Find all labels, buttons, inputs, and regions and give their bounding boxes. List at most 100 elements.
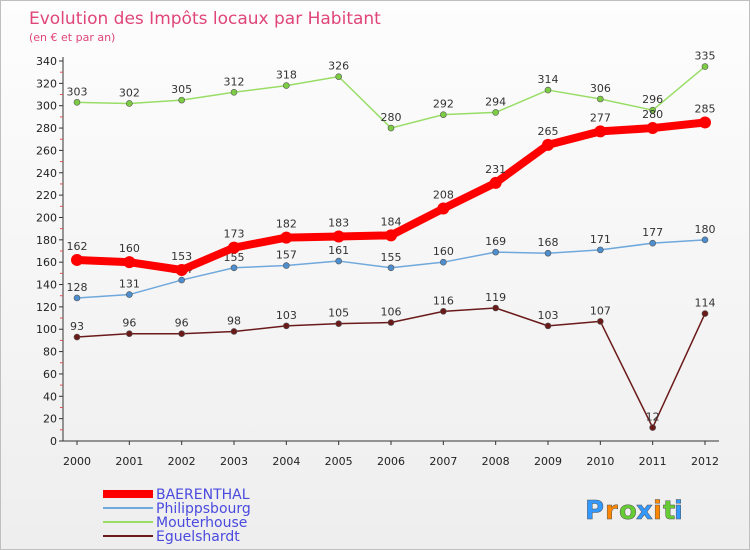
data-label-eguelshardt: 107 [590,304,611,317]
y-tick-label: 320 [36,77,57,90]
data-label-mouterhouse: 296 [642,93,663,106]
data-label-baerenthal: 265 [538,125,559,138]
data-point-mouterhouse [597,95,604,103]
data-label-baerenthal: 184 [381,215,402,228]
data-label-philippsbourg: 128 [67,281,88,294]
logo-letter: i [653,496,662,526]
legend-label-baerenthal: BAERENTHAL [156,487,250,503]
data-point-mouterhouse [701,63,709,70]
data-label-philippsbourg: 177 [642,226,663,239]
y-tick-label: 220 [36,189,57,202]
data-point-eguelshardt [597,318,604,325]
data-label-philippsbourg: 160 [433,245,454,258]
legend-label-mouterhouse: Mouterhouse [156,515,247,531]
data-label-eguelshardt: 116 [433,294,454,307]
data-label-baerenthal: 285 [695,102,716,115]
data-point-baerenthal [699,116,711,129]
data-point-eguelshardt [230,328,238,335]
y-tick-label: 240 [36,167,57,180]
data-label-mouterhouse: 318 [276,69,297,82]
x-tick-label: 2001 [115,455,143,468]
y-tick-label: 180 [36,234,57,247]
logo-letter: t [663,496,675,526]
data-point-philippsbourg [387,264,395,272]
data-label-mouterhouse: 314 [538,73,559,86]
data-point-eguelshardt [283,322,290,330]
data-label-philippsbourg: 168 [538,236,559,249]
data-point-baerenthal [594,125,607,138]
series-baerenthal: 162 160 153 173 182 183 184 208 231 265 277 280 285 [67,102,716,276]
logo-letter: r [605,496,618,526]
y-tick-label: 160 [36,256,57,269]
data-label-baerenthal: 153 [171,250,192,263]
data-point-baerenthal [228,241,240,254]
y-tick-label: 140 [36,279,57,292]
data-point-baerenthal [332,230,345,243]
data-label-eguelshardt: 106 [381,306,402,319]
data-point-philippsbourg [230,264,238,272]
data-label-eguelshardt: 93 [70,320,84,333]
data-label-mouterhouse: 305 [171,83,192,96]
data-label-eguelshardt: 103 [276,309,297,322]
x-tick-label: 2002 [168,455,196,468]
data-label-baerenthal: 173 [224,228,245,241]
data-point-mouterhouse [649,106,656,114]
data-label-eguelshardt: 12 [646,411,660,424]
data-label-eguelshardt: 119 [485,291,506,304]
data-point-mouterhouse [230,88,238,96]
data-label-eguelshardt: 98 [227,314,241,327]
y-tick-label: 300 [36,100,57,113]
data-label-eguelshardt: 103 [538,309,559,322]
logo-letter: x [636,496,653,526]
data-point-baerenthal [280,231,293,244]
data-point-mouterhouse [126,100,133,107]
x-tick-label: 2011 [639,455,667,468]
logo-letter: P [585,496,604,526]
y-tick-label: 340 [36,55,57,68]
data-label-philippsbourg: 169 [485,235,506,248]
data-point-mouterhouse [387,124,395,132]
y-tick-label: 40 [43,390,57,403]
data-label-eguelshardt: 114 [695,297,716,310]
y-tick-label: 20 [43,413,57,426]
data-point-philippsbourg [335,257,342,265]
y-tick-label: 280 [36,122,57,135]
data-point-baerenthal [489,176,502,189]
data-point-baerenthal [646,122,659,135]
logo-letter: o [619,496,637,526]
chart-subtitle: (en € et par an) [29,31,115,44]
x-tick-label: 2000 [63,455,91,468]
x-tick-label: 2008 [482,455,510,468]
data-point-baerenthal [123,256,136,269]
data-point-eguelshardt [335,320,342,327]
data-point-philippsbourg [178,276,185,284]
data-point-philippsbourg [701,236,709,244]
data-point-mouterhouse [73,99,81,106]
data-label-philippsbourg: 157 [276,249,297,262]
x-tick-label: 2007 [429,455,457,468]
x-tick-label: 2012 [691,455,719,468]
data-label-mouterhouse: 302 [119,86,140,99]
data-label-mouterhouse: 280 [381,111,402,124]
data-point-philippsbourg [283,262,290,269]
data-label-mouterhouse: 312 [224,75,245,88]
series-eguelshardt: 93 96 96 98 103 105 106 116 119 103 107 12 114 [70,291,716,431]
data-point-eguelshardt [126,330,133,338]
data-label-mouterhouse: 292 [433,98,454,111]
data-label-mouterhouse: 326 [328,60,349,73]
series-layer: 303 302 305 312 318 326 280 292 294 314 306 296 335 9… [67,50,716,431]
data-label-baerenthal: 160 [119,242,140,255]
data-point-eguelshardt [701,310,709,317]
x-tick-label: 2006 [377,455,405,468]
data-label-eguelshardt: 96 [122,317,136,330]
y-tick-label: 60 [43,368,57,381]
data-point-mouterhouse [544,86,552,94]
logo-letter: i [674,496,683,526]
data-point-eguelshardt [649,424,656,431]
series-mouterhouse: 303 302 305 312 318 326 280 292 294 314 306 296 335 [67,50,716,132]
data-label-mouterhouse: 306 [590,82,611,95]
data-point-baerenthal [437,202,450,215]
data-label-eguelshardt: 96 [175,317,189,330]
data-point-mouterhouse [492,109,499,116]
